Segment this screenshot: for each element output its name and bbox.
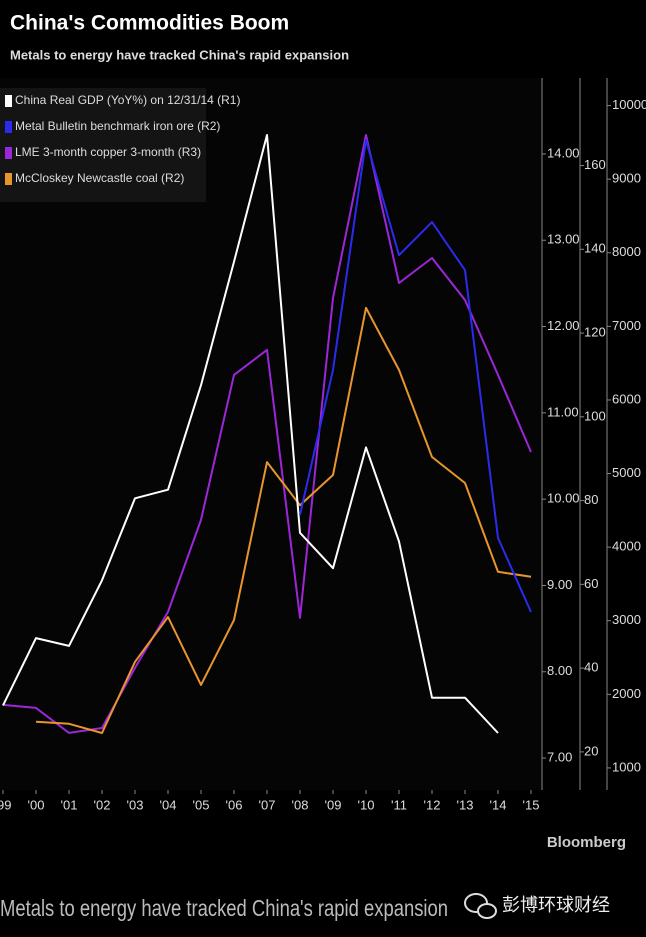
footer-caption: Metals to energy have tracked China's ra… bbox=[0, 895, 448, 921]
y-tick-label: 6000 bbox=[612, 391, 641, 406]
y-tick-label: 5000 bbox=[612, 465, 641, 480]
legend-label: China Real GDP (YoY%) on 12/31/14 (R1) bbox=[15, 93, 240, 107]
x-tick-label: '14 bbox=[490, 797, 507, 812]
y-tick-label: 140 bbox=[584, 241, 606, 256]
x-tick-label: '03 bbox=[127, 797, 144, 812]
y-tick-label: 3000 bbox=[612, 612, 641, 627]
y-tick-label: 20 bbox=[584, 743, 598, 758]
legend-label: LME 3-month copper 3-month (R3) bbox=[15, 145, 201, 159]
y-tick-label: 12.00 bbox=[547, 318, 580, 333]
legend-swatch bbox=[5, 121, 12, 133]
y-tick-label: 80 bbox=[584, 492, 598, 507]
x-tick-label: '05 bbox=[193, 797, 210, 812]
x-tick-label: '04 bbox=[160, 797, 177, 812]
x-tick-label: '12 bbox=[424, 797, 441, 812]
data-line bbox=[2, 134, 499, 734]
source: Bloomberg bbox=[547, 834, 626, 851]
y-tick-label: 4000 bbox=[612, 539, 641, 554]
y-tick-label: 7.00 bbox=[547, 750, 572, 765]
x-tick-label: '13 bbox=[457, 797, 474, 812]
y-tick-label: 9.00 bbox=[547, 577, 572, 592]
x-tick-label: '08 bbox=[292, 797, 309, 812]
y-tick-label: 11.00 bbox=[547, 404, 579, 419]
x-tick-label: '02 bbox=[94, 797, 111, 812]
y-tick-label: 10.00 bbox=[547, 491, 580, 506]
y-tick-label: 14.00 bbox=[547, 145, 580, 160]
legend-swatch bbox=[5, 95, 12, 107]
x-tick-label: '01 bbox=[61, 797, 78, 812]
y-tick-label: 60 bbox=[584, 576, 598, 591]
data-line bbox=[35, 306, 532, 734]
x-tick-label: '99 bbox=[0, 797, 11, 812]
y-tick-label: 100 bbox=[584, 408, 606, 423]
x-tick-label: '06 bbox=[226, 797, 243, 812]
x-tick-label: '15 bbox=[523, 797, 540, 812]
x-tick-label: '00 bbox=[28, 797, 45, 812]
y-tick-label: 120 bbox=[584, 325, 606, 340]
y-tick-label: 13.00 bbox=[547, 232, 580, 247]
legend-label: Metal Bulletin benchmark iron ore (R2) bbox=[15, 119, 220, 133]
y-tick-label: 160 bbox=[584, 157, 606, 172]
y-tick-label: 8.00 bbox=[547, 663, 572, 678]
y-tick-label: 10000 bbox=[612, 97, 646, 112]
x-tick-label: '10 bbox=[358, 797, 375, 812]
legend-box bbox=[0, 88, 206, 202]
chart-title: China's Commodities Boom bbox=[10, 12, 289, 35]
y-tick-label: 9000 bbox=[612, 171, 641, 186]
x-tick-label: '11 bbox=[391, 797, 407, 812]
data-line bbox=[299, 139, 532, 613]
y-tick-label: 40 bbox=[584, 660, 598, 675]
y-tick-label: 8000 bbox=[612, 244, 641, 259]
y-tick-label: 2000 bbox=[612, 686, 641, 701]
chart-subtitle: Metals to energy have tracked China's ra… bbox=[10, 47, 349, 62]
footer-account: 彭博环球财经 bbox=[502, 895, 610, 915]
x-tick-label: '07 bbox=[259, 797, 276, 812]
legend-swatch bbox=[5, 147, 12, 159]
y-tick-label: 7000 bbox=[612, 318, 641, 333]
x-tick-label: '09 bbox=[325, 797, 342, 812]
legend-label: McCloskey Newcastle coal (R2) bbox=[15, 171, 184, 185]
wechat-icon bbox=[464, 893, 497, 919]
y-tick-label: 1000 bbox=[612, 759, 641, 774]
legend-swatch bbox=[5, 173, 12, 185]
